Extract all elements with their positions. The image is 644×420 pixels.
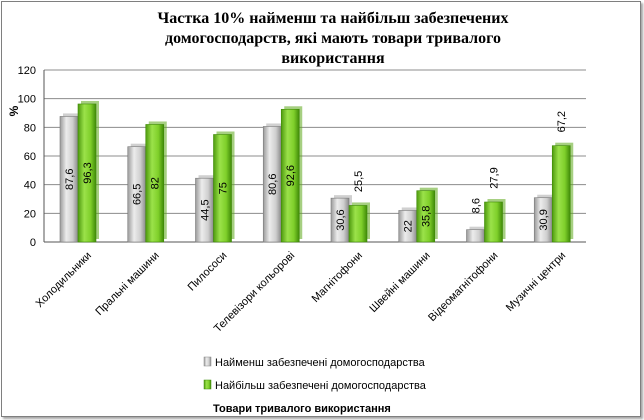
legend: Найменш забезпечені домогосподарства Най… xyxy=(203,356,427,392)
bar-most xyxy=(348,205,368,243)
data-labels: 87,6 96,3 66,5 82 44,5 75 80,6 92,6 30,6 25,5 22 35… xyxy=(64,111,568,232)
title-line-2: домогосподарств, які мають товари тривал… xyxy=(165,30,501,47)
y-axis-ticks: 0 20 40 60 80 100 120 xyxy=(18,65,36,249)
category-label: Холодильники xyxy=(34,250,94,310)
bar-most xyxy=(77,103,97,243)
category-label: Магнітофони xyxy=(310,250,365,305)
bar-series xyxy=(59,100,574,243)
title-line-1: Частка 10% найменш та найбільш забезпече… xyxy=(158,10,509,27)
legend-swatch-most xyxy=(203,379,212,390)
y-tick-label: 40 xyxy=(24,180,36,192)
bar-least xyxy=(466,229,485,243)
data-label: 44,5 xyxy=(200,199,212,220)
data-label: 8,6 xyxy=(471,198,483,213)
data-label: 30,6 xyxy=(335,209,347,230)
legend-label-most: Найбільш забезпечені домогосподарства xyxy=(215,380,427,392)
y-tick-label: 60 xyxy=(24,151,36,163)
data-label: 27,9 xyxy=(489,167,501,188)
y-tick-label: 20 xyxy=(24,208,36,220)
data-label: 96,3 xyxy=(82,162,94,183)
category-label: Швейні машини xyxy=(367,250,432,315)
bar-most xyxy=(484,201,503,243)
data-label: 87,6 xyxy=(64,169,76,190)
category-label: Пральні машини xyxy=(93,250,161,318)
y-axis-label: % xyxy=(7,105,21,116)
data-label: 82 xyxy=(150,177,162,189)
y-tick-label: 0 xyxy=(30,237,36,249)
bar-most xyxy=(416,190,436,243)
x-axis-label: Товари тривалого використання xyxy=(213,403,391,415)
legend-swatch-least xyxy=(203,356,212,367)
data-label: 67,2 xyxy=(556,111,568,132)
bar-most xyxy=(145,124,165,243)
data-label: 80,6 xyxy=(267,174,279,195)
data-label: 25,5 xyxy=(353,171,365,192)
data-label: 22 xyxy=(403,220,415,232)
category-labels: Холодильники Пральні машини ПилососиТелеві… xyxy=(34,250,569,335)
title-line-3: використання xyxy=(281,50,385,67)
data-label: 66,5 xyxy=(132,184,144,205)
bar-most xyxy=(213,134,232,243)
bar-most xyxy=(551,145,571,243)
data-label: 92,6 xyxy=(285,165,297,186)
data-label: 30,9 xyxy=(538,209,550,230)
category-label: Відеомагнітофони xyxy=(426,250,500,324)
data-label: 75 xyxy=(218,182,230,194)
bar-most xyxy=(280,108,300,243)
y-tick-label: 100 xyxy=(18,94,36,106)
y-tick-label: 120 xyxy=(18,65,36,77)
data-label: 35,8 xyxy=(421,206,433,227)
chart-title: Частка 10% найменш та найбільш забезпече… xyxy=(158,10,509,67)
category-label: Музичні центри xyxy=(504,250,568,314)
legend-label-least: Найменш забезпечені домогосподарства xyxy=(215,357,426,369)
y-tick-label: 80 xyxy=(24,122,36,134)
category-label: Пилососи xyxy=(186,250,230,294)
